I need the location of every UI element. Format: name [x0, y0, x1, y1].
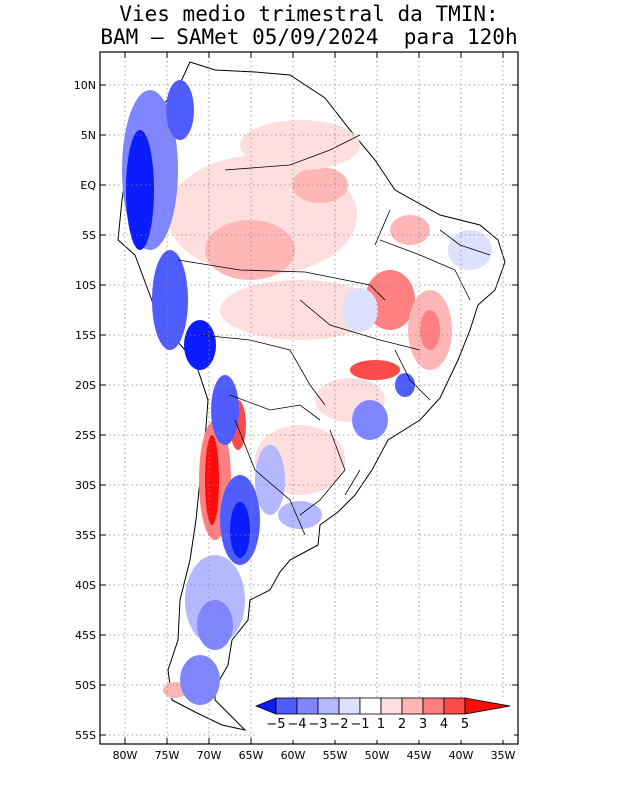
- lon-label: 45W: [407, 749, 432, 762]
- lat-label: 15S: [75, 329, 96, 342]
- colorbar-swatch: [296, 697, 319, 715]
- map-frame: [99, 51, 519, 745]
- lon-label: 65W: [239, 749, 264, 762]
- lon-label: 50W: [365, 749, 390, 762]
- lat-label: 35S: [75, 529, 96, 542]
- map-title-line-1: Vies medio trimestral da TMIN:: [119, 2, 499, 26]
- lon-label: 55W: [323, 749, 348, 762]
- colorbar-label: 1: [377, 717, 385, 732]
- colorbar-swatch: [401, 697, 424, 715]
- colorbar-swatch: [275, 697, 298, 715]
- colorbar-swatch: [443, 697, 466, 715]
- lon-label: 80W: [113, 749, 138, 762]
- lon-label: 70W: [197, 749, 222, 762]
- lat-label: 45S: [75, 629, 96, 642]
- lat-label: 55S: [75, 729, 96, 742]
- lon-label: 60W: [281, 749, 306, 762]
- lat-label: 25S: [75, 429, 96, 442]
- colorbar-label: −2: [329, 717, 348, 732]
- lat-label: 10N: [74, 79, 96, 92]
- bias-field: [117, 61, 506, 731]
- colorbar-swatch: [422, 697, 445, 715]
- lon-label: 35W: [491, 749, 516, 762]
- lat-label: 30S: [75, 479, 96, 492]
- colorbar-label: −1: [350, 717, 369, 732]
- lon-label: 75W: [155, 749, 180, 762]
- colorbar-swatch: [464, 697, 511, 715]
- colorbar-label: −3: [308, 717, 327, 732]
- map-title-line-2: BAM – SAMet 05/09/2024 para 120h: [100, 25, 518, 49]
- lat-label: 5N: [81, 129, 96, 142]
- lat-label: 40S: [75, 579, 96, 592]
- colorbar-label: −5: [266, 717, 285, 732]
- country-borders: [177, 134, 491, 536]
- lat-label: EQ: [80, 179, 96, 192]
- colorbar-swatch: [338, 697, 361, 715]
- graticule: [100, 52, 518, 744]
- lat-label: 50S: [75, 679, 96, 692]
- colorbar-label: 2: [398, 717, 406, 732]
- lat-label: 20S: [75, 379, 96, 392]
- lon-label: 40W: [449, 749, 474, 762]
- colorbar: −5 −4 −3 −2 −1 1 2 3 4 5: [254, 697, 514, 740]
- colorbar-label: 3: [419, 717, 427, 732]
- colorbar-label: 5: [461, 717, 469, 732]
- colorbar-swatch: [317, 697, 340, 715]
- warm-bias-areas: [163, 120, 452, 698]
- colorbar-swatch: [359, 697, 382, 715]
- lat-label: 5S: [82, 229, 96, 242]
- colorbar-swatch: [380, 697, 403, 715]
- cool-bias-areas: [122, 80, 492, 705]
- colorbar-label: −4: [287, 717, 306, 732]
- longitude-axis: 80W 75W 70W 65W 60W 55W 50W 45W 40W 35W: [113, 52, 516, 762]
- lat-label: 10S: [75, 279, 96, 292]
- colorbar-label: 4: [440, 717, 448, 732]
- latitude-axis: 10N 5N EQ 5S 10S 15S 20S 25S 30S 35S 40S…: [74, 79, 518, 742]
